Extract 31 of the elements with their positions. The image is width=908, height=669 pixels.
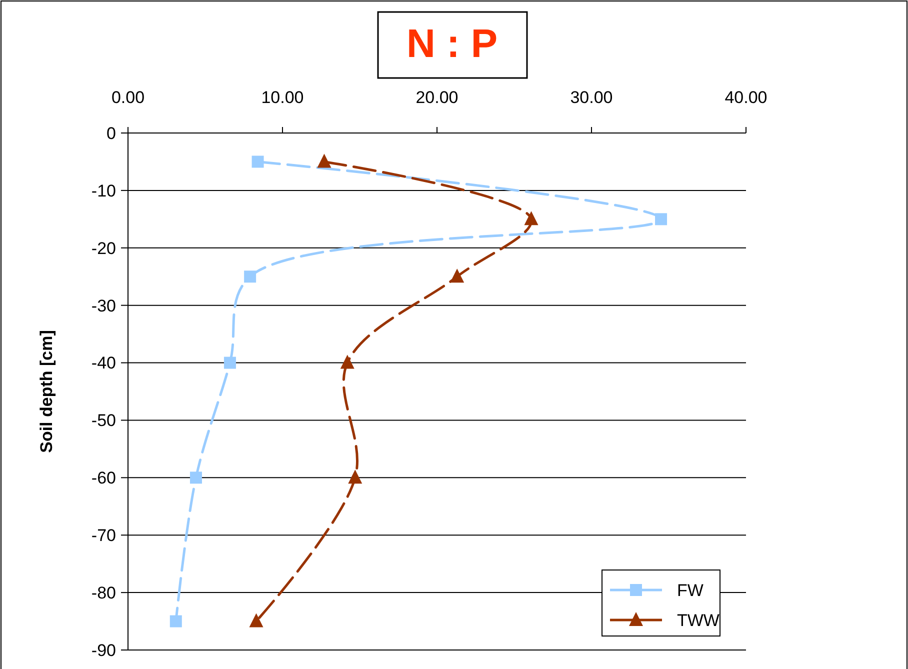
point bbox=[655, 213, 668, 226]
x-tick-label: 10.00 bbox=[261, 88, 304, 107]
y-tick-label: -20 bbox=[91, 238, 116, 258]
y-tick-label: -40 bbox=[91, 354, 116, 373]
point bbox=[224, 356, 236, 369]
x-tick-label: 20.00 bbox=[416, 88, 458, 107]
y-axis-title: Soil depth [cm] bbox=[37, 330, 56, 453]
point bbox=[450, 268, 464, 283]
point bbox=[244, 270, 256, 283]
y-tick-label: 0 bbox=[106, 124, 116, 143]
point bbox=[348, 470, 362, 484]
point bbox=[317, 154, 332, 168]
chart-title: N : P bbox=[406, 22, 498, 66]
point bbox=[170, 615, 182, 628]
x-tick-label: 30.00 bbox=[570, 88, 613, 107]
point bbox=[249, 613, 264, 628]
point bbox=[252, 156, 264, 168]
y-tick-label: -70 bbox=[91, 526, 116, 546]
legend-label: TWW bbox=[677, 610, 720, 630]
point bbox=[190, 472, 202, 484]
y-tick-label: -10 bbox=[91, 181, 116, 200]
x-tick-label: 0.00 bbox=[111, 88, 145, 107]
y-tick-label: -60 bbox=[91, 468, 116, 488]
x-tick-label: 40.00 bbox=[724, 88, 768, 107]
point bbox=[340, 354, 354, 369]
point bbox=[524, 211, 538, 226]
y-tick-label: -80 bbox=[91, 584, 116, 603]
legend-label: FW bbox=[677, 580, 704, 600]
y-tick-label: -50 bbox=[91, 411, 116, 430]
y-tick-label: -30 bbox=[91, 296, 116, 316]
y-tick-label: -90 bbox=[91, 640, 116, 660]
